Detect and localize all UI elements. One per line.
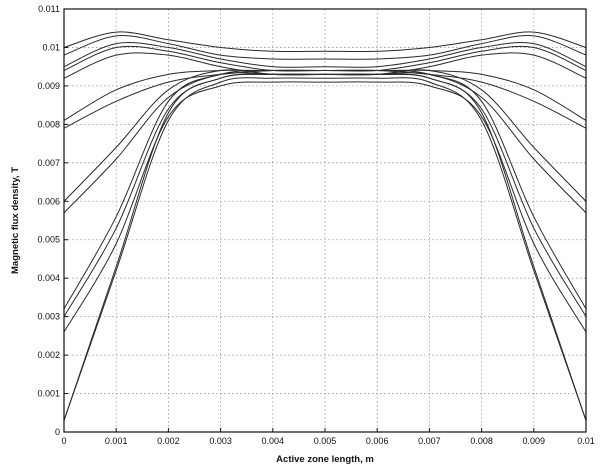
series-line-14 (63, 31, 587, 53)
x-axis-label: Active zone length, m (276, 454, 374, 465)
x-tick-label: 0.001 (105, 436, 128, 446)
x-tick-label: 0 (61, 436, 66, 446)
x-axis-ticks: 0 0.001 0.002 0.003 0.004 0.005 0.006 0.007 0.00… (61, 428, 595, 446)
y-tick-label: 0.007 (37, 158, 60, 168)
y-tick-label: 0.002 (37, 350, 60, 360)
y-tick-label: 0.006 (37, 196, 60, 206)
series-line-8 (63, 69, 587, 129)
x-tick-label: 0.01 (577, 436, 595, 446)
y-tick-label: 0.005 (37, 235, 60, 245)
y-tick-label: 0.004 (37, 273, 60, 283)
series-line-10 (63, 52, 587, 79)
series-line-3 (63, 81, 587, 333)
x-tick-label: 0.008 (470, 436, 493, 446)
plot-frame (63, 8, 587, 433)
x-tick-label: 0.007 (418, 436, 441, 446)
series-line-13 (63, 35, 587, 60)
x-tick-label: 0.003 (209, 436, 232, 446)
x-tick-label: 0.005 (314, 436, 337, 446)
y-axis-ticks: 0 0.001 0.002 0.003 0.004 0.005 0.006 0.007 0.00… (37, 4, 68, 437)
y-tick-label: 0 (55, 427, 60, 437)
x-tick-label: 0.004 (262, 436, 285, 446)
x-tick-label: 0.002 (157, 436, 180, 446)
series-group (63, 31, 587, 421)
y-axis-label: Magnetic flux density, T (10, 167, 21, 274)
y-tick-label: 0.003 (37, 312, 60, 322)
y-tick-label: 0.008 (37, 119, 60, 129)
y-tick-label: 0.009 (37, 81, 60, 91)
grid (64, 9, 586, 432)
y-tick-label: 0.001 (37, 389, 60, 399)
x-tick-label: 0.006 (366, 436, 389, 446)
series-line-2 (63, 77, 587, 421)
series-line-12 (63, 41, 587, 68)
y-tick-label: 0.011 (38, 4, 60, 14)
x-tick-label: 0.009 (523, 436, 546, 446)
series-line-11 (63, 45, 587, 72)
y-tick-label: 0.01 (42, 42, 60, 52)
